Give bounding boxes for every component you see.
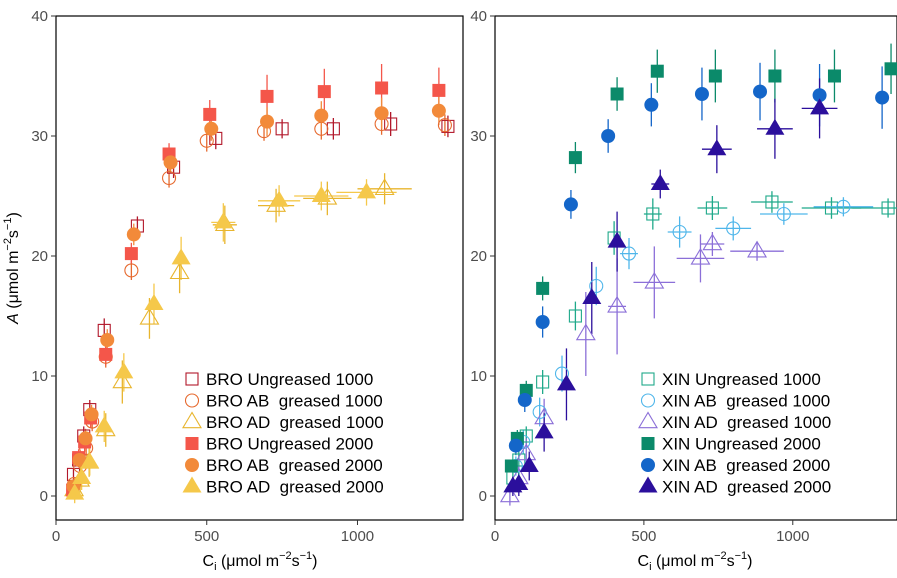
data-point bbox=[875, 91, 889, 105]
data-point bbox=[432, 84, 445, 97]
legend-label: BRO AB greased 2000 bbox=[206, 456, 383, 475]
legend-label: BRO AB greased 1000 bbox=[206, 392, 383, 411]
data-point bbox=[164, 155, 178, 169]
data-point bbox=[79, 431, 93, 445]
legend-item-bro-ab-greased-1000: BRO AB greased 1000 bbox=[186, 392, 383, 411]
panel-left: 0 500 1000 0 10 20 30 40 BRO Ungreased 1000 BRO … bbox=[2, 8, 463, 573]
x-tick-label: 1000 bbox=[341, 528, 374, 545]
legend-label: BRO Ungreased 2000 bbox=[206, 435, 373, 454]
y-tick-label: 10 bbox=[31, 368, 48, 385]
x-tick-label: 500 bbox=[631, 528, 656, 545]
legend-label: XIN AB greased 2000 bbox=[662, 456, 830, 475]
y-tick-label: 20 bbox=[31, 248, 48, 265]
data-point bbox=[509, 439, 523, 453]
data-point bbox=[518, 393, 532, 407]
data-point bbox=[768, 70, 781, 83]
data-point bbox=[260, 115, 274, 129]
legend-item-xin-ad-greased-1000: XIN AD greased 1000 bbox=[639, 413, 831, 433]
panel-right: 0 500 1000 0 10 20 30 40 XIN Ungreased 1000 XIN … bbox=[470, 8, 897, 573]
legend-key bbox=[641, 458, 655, 472]
data-point bbox=[709, 70, 722, 83]
data-point bbox=[695, 87, 709, 101]
data-point bbox=[651, 65, 664, 78]
legend-label: XIN Ungreased 1000 bbox=[662, 370, 821, 389]
data-point bbox=[828, 70, 841, 83]
data-point bbox=[314, 109, 328, 123]
data-point bbox=[125, 247, 138, 260]
y-tick-label: 10 bbox=[470, 368, 487, 385]
data-point bbox=[99, 348, 112, 361]
legend-item-xin-ad-greased-2000: XIN AD greased 2000 bbox=[639, 477, 832, 497]
legend-label: XIN AB greased 1000 bbox=[662, 392, 830, 411]
y-tick-label: 0 bbox=[40, 488, 48, 505]
data-point bbox=[505, 460, 518, 473]
legend-label: XIN Ungreased 2000 bbox=[662, 435, 821, 454]
legend-label: BRO Ungreased 1000 bbox=[206, 370, 373, 389]
legend-label: BRO AD greased 1000 bbox=[206, 413, 384, 432]
data-point bbox=[203, 108, 216, 121]
data-point bbox=[569, 151, 582, 164]
legend-label: XIN AD greased 1000 bbox=[662, 413, 831, 432]
data-point bbox=[611, 88, 624, 101]
data-point bbox=[318, 85, 331, 98]
data-point bbox=[85, 407, 99, 421]
y-tick-label: 0 bbox=[479, 488, 487, 505]
x-tick-label: 1000 bbox=[776, 528, 809, 545]
legend-item-bro-ad-greased-1000: BRO AD greased 1000 bbox=[183, 413, 384, 433]
data-point bbox=[375, 82, 388, 95]
data-point bbox=[100, 333, 114, 347]
y-tick-label: 30 bbox=[31, 128, 48, 145]
legend-item-bro-ad-greased-2000: BRO AD greased 2000 bbox=[183, 477, 384, 497]
legend-item-bro-ungreased-1000: BRO Ungreased 1000 bbox=[186, 370, 373, 389]
y-tick-label: 40 bbox=[470, 8, 487, 25]
data-point bbox=[127, 227, 141, 241]
y-tick-label: 40 bbox=[31, 8, 48, 25]
x-axis-label-left: Ci (μmol m−2s−1) bbox=[203, 550, 318, 573]
data-point bbox=[564, 197, 578, 211]
legend-key bbox=[186, 437, 199, 450]
legend-item-bro-ab-greased-2000: BRO AB greased 2000 bbox=[185, 456, 383, 475]
x-tick-label: 0 bbox=[52, 528, 60, 545]
x-tick-label: 0 bbox=[491, 528, 499, 545]
data-point bbox=[432, 104, 446, 118]
legend-item-xin-ungreased-1000: XIN Ungreased 1000 bbox=[642, 370, 821, 389]
data-point bbox=[753, 85, 767, 99]
data-point bbox=[536, 315, 550, 329]
x-tick-label: 500 bbox=[194, 528, 219, 545]
data-point bbox=[261, 90, 274, 103]
y-axis-label-left: A (μmol m−2s−1) bbox=[2, 212, 22, 325]
legend-key bbox=[642, 437, 655, 450]
y-tick-label: 30 bbox=[470, 128, 487, 145]
legend-key bbox=[185, 458, 199, 472]
data-point bbox=[644, 98, 658, 112]
legend-label: XIN AD greased 2000 bbox=[662, 478, 831, 497]
legend-item-xin-ab-greased-2000: XIN AB greased 2000 bbox=[641, 456, 830, 475]
data-point bbox=[601, 129, 615, 143]
data-point bbox=[375, 106, 389, 120]
legend-item-bro-ungreased-2000: BRO Ungreased 2000 bbox=[186, 435, 374, 454]
x-axis-label-right: Ci (μmol m−2s−1) bbox=[638, 550, 753, 573]
data-point bbox=[536, 282, 549, 295]
legend-label: BRO AD greased 2000 bbox=[206, 478, 384, 497]
data-point bbox=[885, 62, 897, 75]
legend-item-xin-ungreased-2000: XIN Ungreased 2000 bbox=[642, 435, 821, 454]
y-tick-label: 20 bbox=[470, 248, 487, 265]
data-point bbox=[204, 122, 218, 136]
legend-item-xin-ab-greased-1000: XIN AB greased 1000 bbox=[642, 392, 831, 411]
